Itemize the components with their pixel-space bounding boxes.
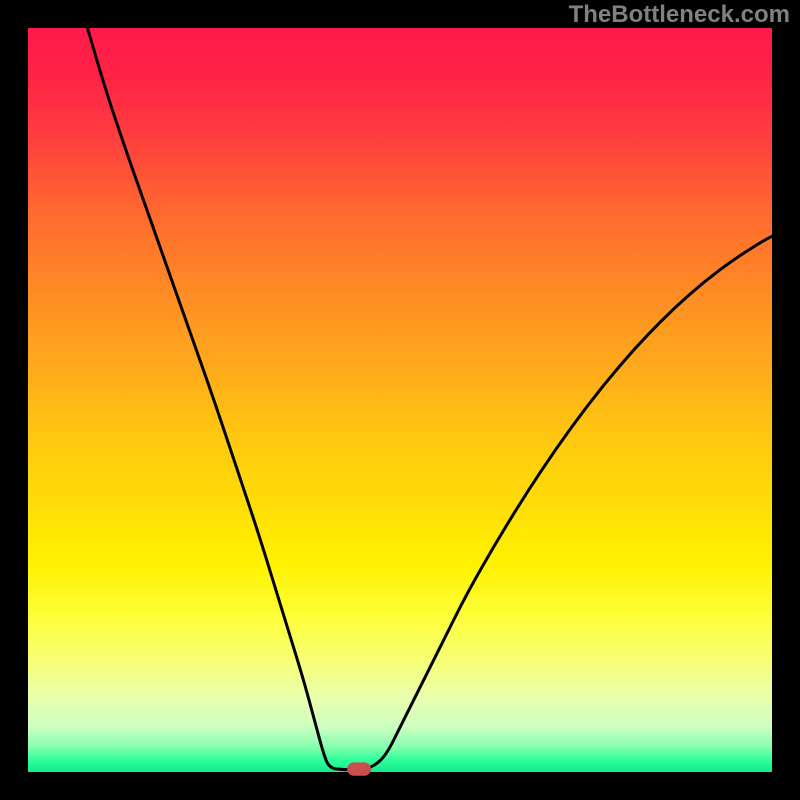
bottleneck-chart: TheBottleneck.com [0, 0, 800, 800]
chart-svg: TheBottleneck.com [0, 0, 800, 800]
watermark-text: TheBottleneck.com [569, 1, 790, 28]
optimal-marker [347, 762, 371, 775]
plot-background [28, 28, 772, 772]
